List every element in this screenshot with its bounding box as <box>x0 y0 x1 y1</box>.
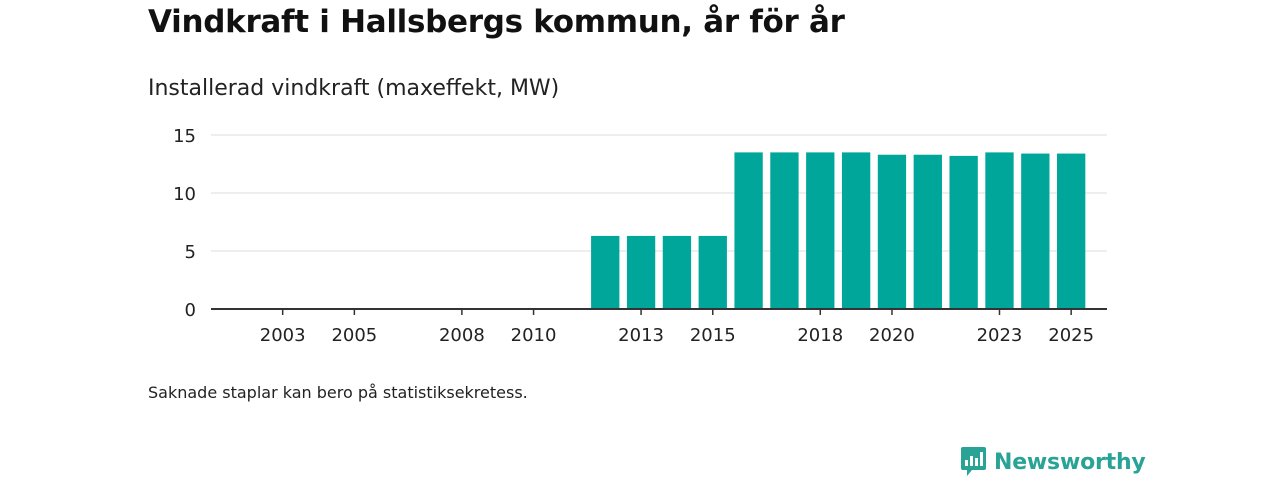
bar-2016 <box>734 152 763 309</box>
y-tick-label: 0 <box>185 300 196 321</box>
newsworthy-logo-icon <box>961 447 986 476</box>
bar-2021 <box>913 154 942 309</box>
bar-2017 <box>770 152 799 309</box>
y-tick-labels: 0 5 10 15 <box>173 126 196 321</box>
y-tick-label: 15 <box>173 126 196 147</box>
brand-name: Newsworthy <box>994 449 1146 475</box>
chart-title: Vindkraft i Hallsbergs kommun, år för år <box>148 4 845 40</box>
bar-2018 <box>806 152 835 309</box>
x-tick-label: 2003 <box>260 325 306 346</box>
footnote: Saknade staplar kan bero på statistiksek… <box>148 383 528 402</box>
y-tick-label: 10 <box>173 184 196 205</box>
x-tick-label: 2015 <box>690 325 736 346</box>
brand-logo[interactable]: Newsworthy <box>960 446 1146 478</box>
x-tick-label: 2013 <box>618 325 664 346</box>
x-tick-label: 2023 <box>977 325 1023 346</box>
bar-2022 <box>949 155 978 309</box>
bar-2020 <box>877 154 907 309</box>
bar-2023 <box>985 152 1014 309</box>
x-tick-label: 2025 <box>1048 325 1094 346</box>
x-tick-label: 2020 <box>869 325 915 346</box>
x-tick-label: 2008 <box>439 325 485 346</box>
bar-2012 <box>591 235 620 309</box>
x-tick-label: 2005 <box>331 325 377 346</box>
x-axis <box>211 308 1107 315</box>
bar-2013 <box>626 235 656 309</box>
bar-2024 <box>1021 153 1050 309</box>
bar-2014 <box>662 235 692 309</box>
bar-2019 <box>841 152 871 309</box>
x-tick-label: 2018 <box>797 325 843 346</box>
y-tick-label: 5 <box>185 242 196 263</box>
chart-subtitle: Installerad vindkraft (maxeffekt, MW) <box>148 76 560 101</box>
x-tick-labels: 2003 2005 2008 2010 2013 2015 2018 2020 2023 2025 <box>260 325 1094 346</box>
bars <box>591 152 1086 309</box>
bar-2025 <box>1057 153 1086 309</box>
bar-2015 <box>698 235 727 309</box>
x-tick-label: 2010 <box>511 325 557 346</box>
